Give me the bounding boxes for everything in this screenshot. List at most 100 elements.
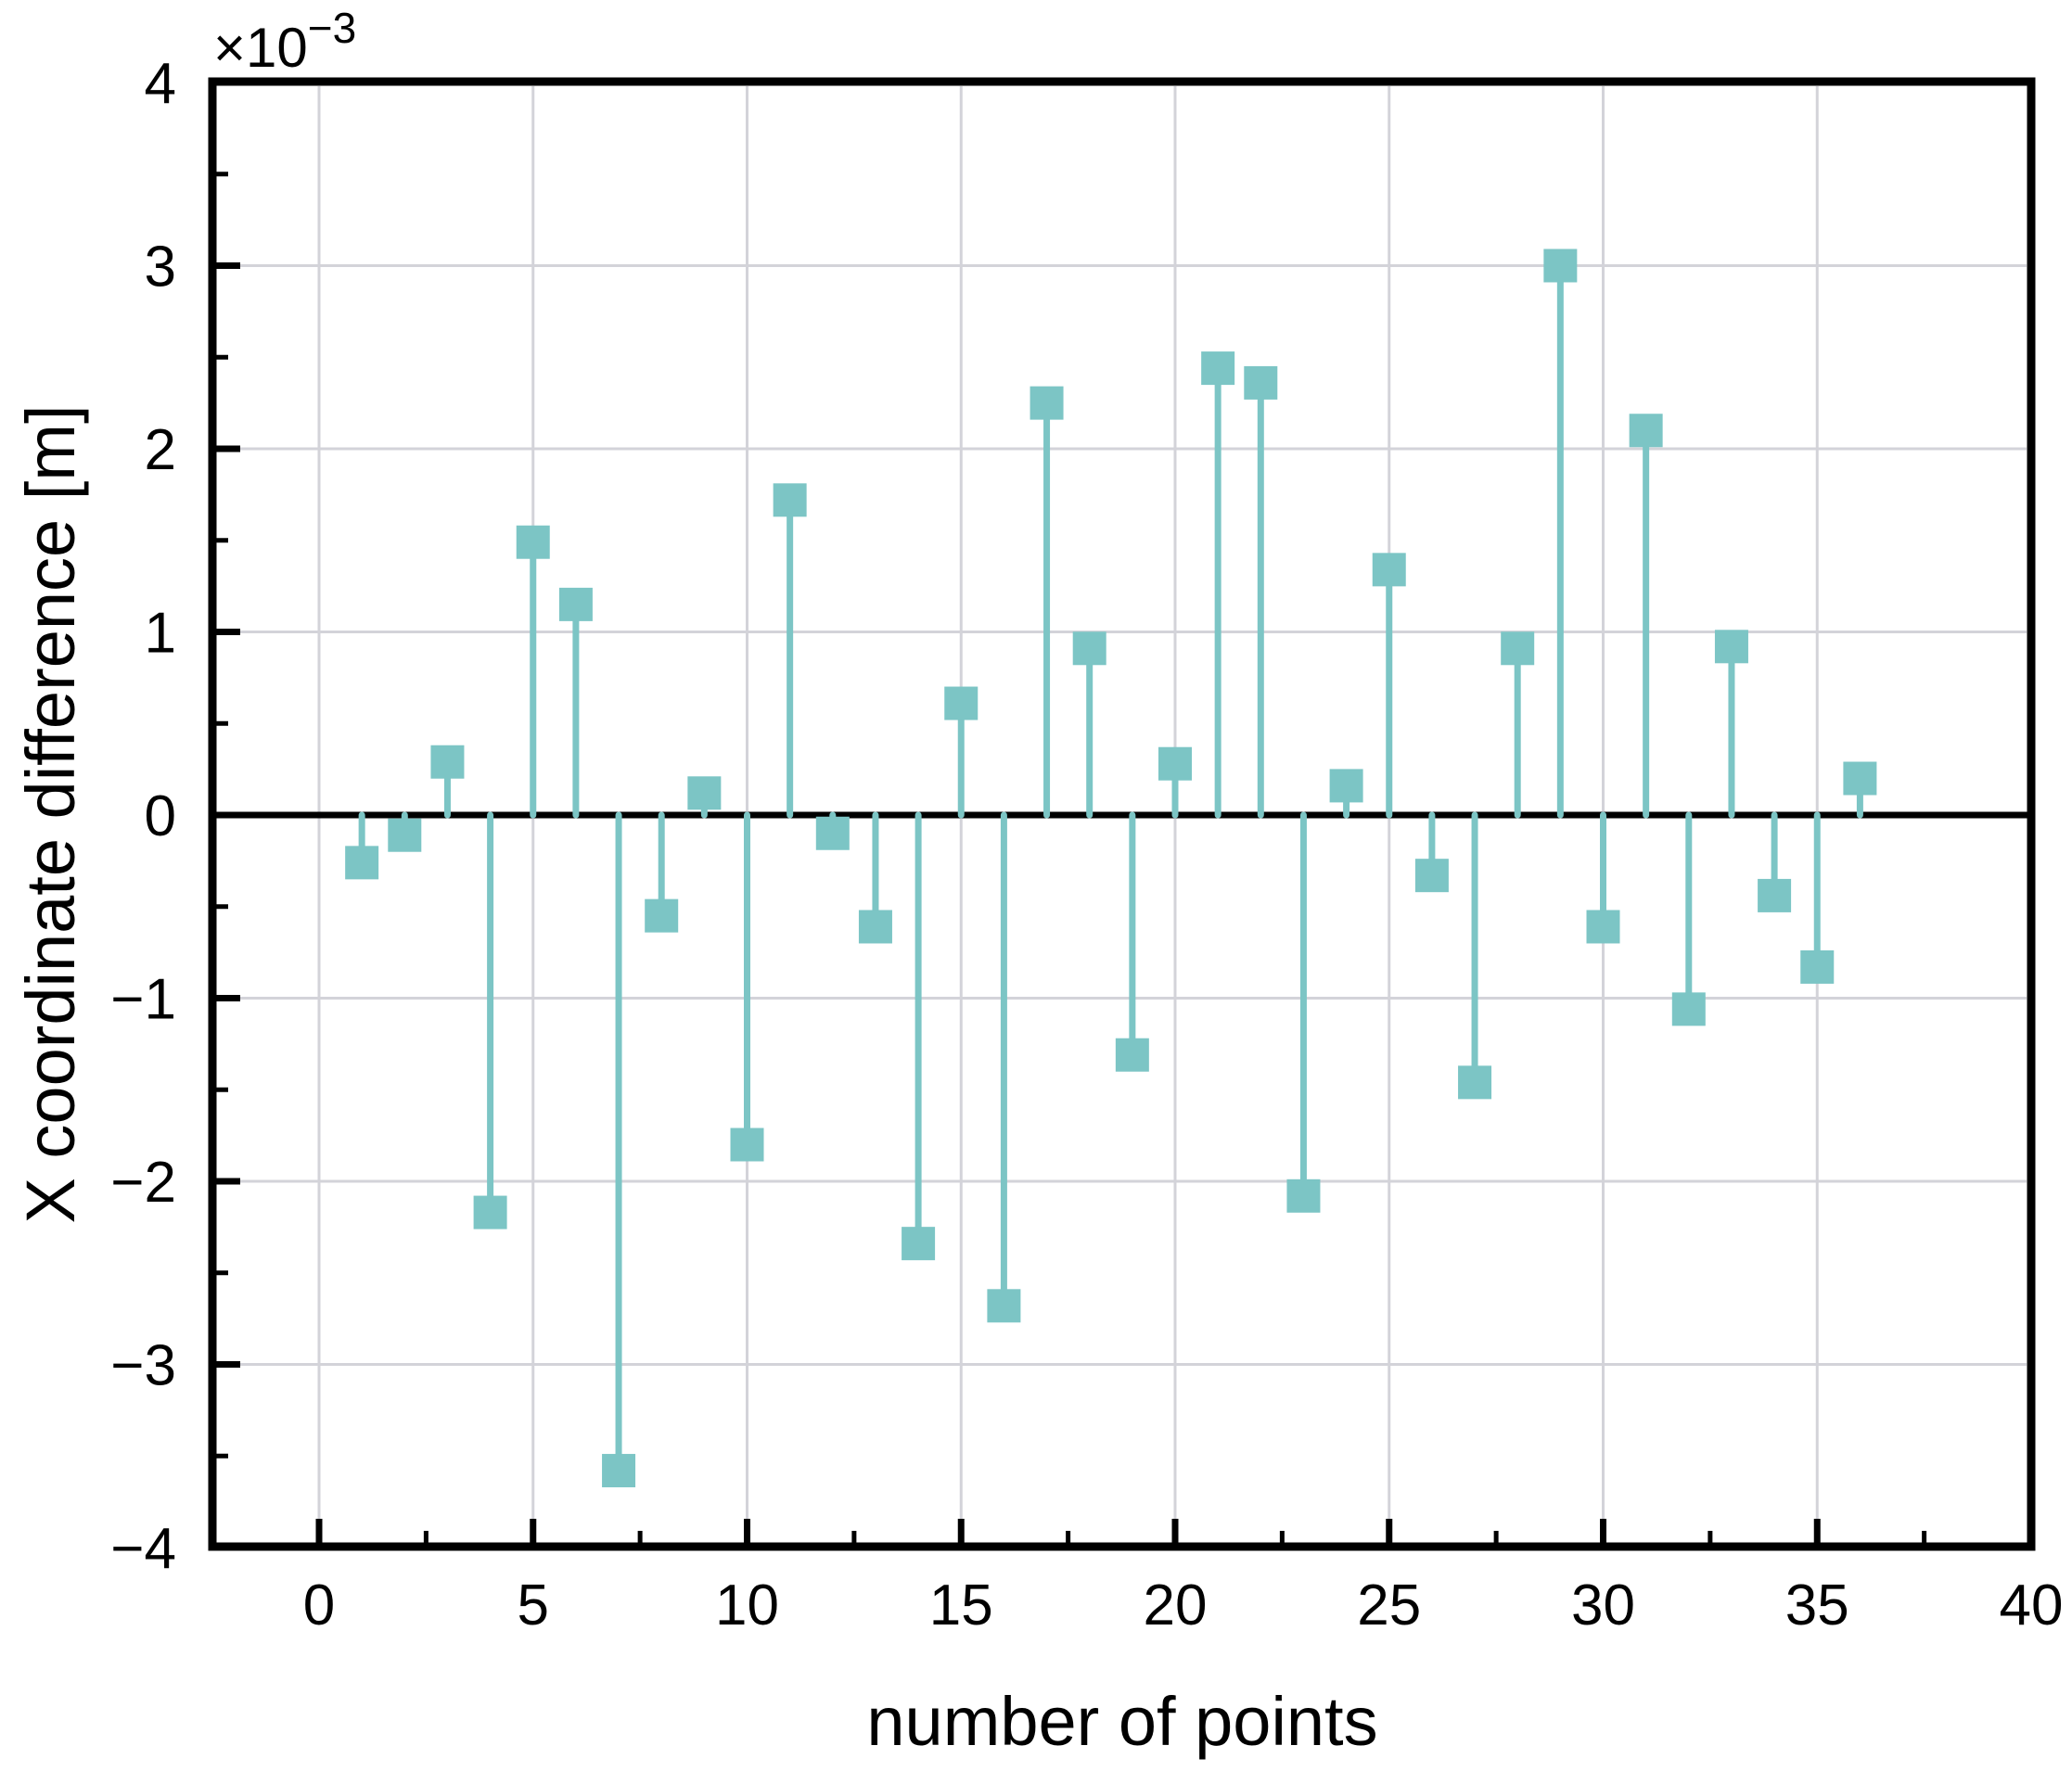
offset-exponent: −3: [308, 4, 356, 52]
data-point-marker: [687, 776, 722, 810]
data-point-marker: [1458, 1065, 1492, 1100]
y-axis-offset-label: ×10−3: [213, 4, 356, 79]
data-point: [1800, 811, 1835, 984]
data-point-marker: [1286, 1179, 1321, 1213]
data-point: [730, 811, 764, 1162]
y-tick-label: 0: [145, 784, 176, 848]
x-tick-label: 30: [1571, 1574, 1635, 1637]
data-point-marker: [1501, 631, 1535, 666]
data-point-marker: [1030, 386, 1064, 420]
axis-ticks: [212, 79, 2035, 1551]
data-point: [1458, 811, 1492, 1100]
data-point: [388, 811, 422, 852]
data-point-marker: [1543, 248, 1578, 283]
data-point: [1072, 631, 1106, 819]
y-tick-label: −2: [110, 1151, 176, 1215]
data-point-marker: [730, 1128, 764, 1162]
data-point-marker: [1414, 859, 1449, 893]
x-tick-label: 40: [2000, 1574, 2064, 1637]
data-point: [1714, 630, 1748, 819]
data-point: [473, 811, 507, 1230]
data-point-marker: [602, 1454, 636, 1488]
y-tick-label: 2: [145, 418, 176, 482]
data-point: [1158, 746, 1192, 819]
data-point: [345, 811, 379, 880]
data-point: [687, 776, 722, 819]
x-tick-label: 10: [715, 1574, 779, 1637]
data-point-marker: [1586, 910, 1620, 944]
data-point: [516, 525, 550, 819]
data-point: [1543, 248, 1578, 819]
data-point-marker: [388, 818, 422, 852]
data-point: [558, 587, 593, 819]
data-point-marker: [1758, 878, 1792, 912]
data-point-marker: [473, 1195, 507, 1230]
data-point-marker: [558, 587, 593, 621]
data-point-marker: [1201, 351, 1235, 386]
x-tick-label: 0: [303, 1574, 335, 1637]
data-point-marker: [1843, 761, 1877, 796]
data-point-marker: [858, 910, 892, 944]
data-point: [944, 686, 978, 819]
data-stems: [345, 248, 1877, 1488]
data-point: [645, 811, 679, 933]
data-point-marker: [1115, 1038, 1149, 1072]
data-point: [602, 811, 636, 1488]
data-point: [1629, 414, 1663, 819]
data-point: [1244, 365, 1278, 819]
data-point-marker: [987, 1289, 1021, 1323]
data-point-marker: [815, 816, 850, 850]
data-point-marker: [345, 846, 379, 880]
data-point-marker: [430, 745, 465, 779]
data-point-marker: [645, 898, 679, 933]
data-point: [1501, 631, 1535, 819]
data-point: [430, 745, 465, 819]
data-point: [1286, 811, 1321, 1213]
x-tick-label: 5: [518, 1574, 549, 1637]
data-point-marker: [1372, 553, 1406, 587]
y-tick-label: −4: [110, 1517, 176, 1581]
data-point: [815, 811, 850, 850]
data-point-marker: [1671, 992, 1706, 1026]
data-point: [1201, 351, 1235, 819]
x-tick-label: 20: [1144, 1574, 1208, 1637]
x-tick-label: 15: [929, 1574, 993, 1637]
data-point-marker: [1629, 414, 1663, 448]
data-point-marker: [944, 686, 978, 720]
data-point: [773, 483, 807, 819]
data-point-marker: [1329, 769, 1363, 803]
data-point: [902, 811, 936, 1261]
y-tick-label: 1: [145, 602, 176, 666]
x-axis-title: number of points: [866, 1683, 1377, 1760]
data-point-marker: [1244, 365, 1278, 400]
y-axis-title: X coordinate difference [m]: [12, 404, 89, 1223]
data-point-marker: [1158, 746, 1192, 781]
offset-base: ×10: [213, 17, 308, 79]
data-point: [1414, 811, 1449, 893]
data-point: [1115, 811, 1149, 1072]
data-point: [987, 811, 1021, 1323]
data-point-marker: [516, 525, 550, 559]
y-tick-label: −3: [110, 1334, 176, 1398]
y-tick-label: −1: [110, 968, 176, 1032]
data-point-marker: [1714, 630, 1748, 664]
data-point-marker: [902, 1227, 936, 1261]
y-tick-label: 3: [145, 236, 176, 299]
data-point: [1843, 761, 1877, 819]
data-point-marker: [773, 483, 807, 517]
y-tick-label: 4: [145, 52, 176, 116]
data-point-marker: [1800, 949, 1835, 984]
data-point: [1329, 769, 1363, 819]
data-point: [1030, 386, 1064, 819]
y-tick-labels: 4 3 2 1 0 −1 −2 −3 −4: [110, 52, 176, 1581]
x-tick-label: 35: [1785, 1574, 1849, 1637]
data-point: [1671, 811, 1706, 1026]
data-point-marker: [1072, 631, 1106, 666]
data-point: [1586, 811, 1620, 944]
data-point: [858, 811, 892, 944]
x-tick-labels: 0 5 10 15 20 25 30 35 40: [303, 1574, 2064, 1637]
data-point: [1372, 553, 1406, 819]
data-point: [1758, 811, 1792, 912]
